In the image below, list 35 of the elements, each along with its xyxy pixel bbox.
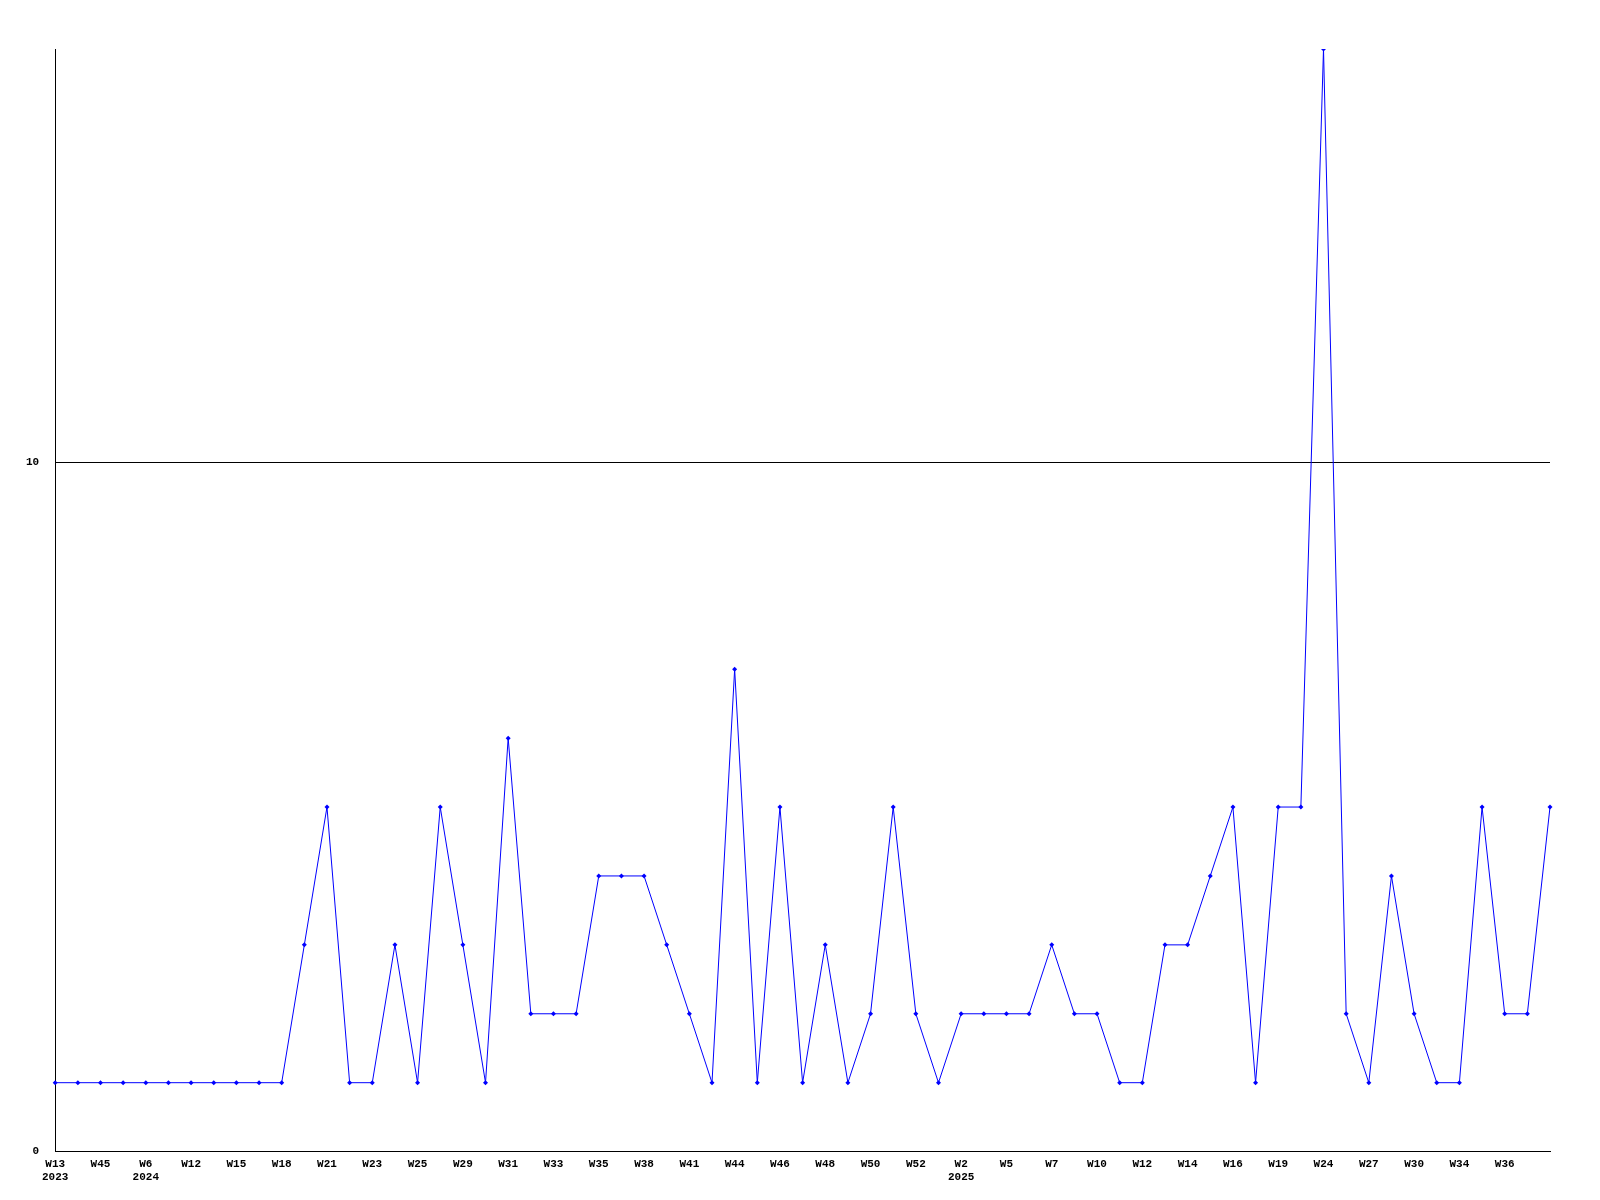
x-tick-label: W19 (1268, 1157, 1289, 1170)
x-tick-label: W52 (905, 1157, 926, 1170)
x-tick-label: W16 (1223, 1157, 1243, 1170)
x-tick-label: W38 (634, 1157, 655, 1170)
x-tick-label: W23 (362, 1157, 383, 1170)
x-tick-label: W44 (724, 1157, 745, 1170)
y-tick-label: 0 (32, 1145, 40, 1158)
x-tick-label: W36 (1494, 1157, 1515, 1170)
x-tick-label: W10 (1087, 1157, 1107, 1170)
x-tick-label: W6 2024 (132, 1157, 160, 1184)
x-tick-label: W34 (1449, 1157, 1470, 1170)
x-tick-label: W13 2023 (42, 1157, 69, 1184)
x-tick-label: W25 (407, 1157, 428, 1170)
x-tick-label: W18 (271, 1157, 292, 1170)
x-tick-label: W15 (226, 1157, 247, 1170)
x-tick-label: W41 (679, 1157, 700, 1170)
x-tick-label: W29 (452, 1157, 473, 1170)
x-tick-label: W35 (588, 1157, 610, 1170)
x-tick-label: W33 (543, 1157, 564, 1170)
x-tick-label: W27 (1358, 1157, 1379, 1170)
x-tick-label: W45 (90, 1157, 111, 1170)
x-tick-label: W24 (1313, 1157, 1334, 1170)
x-tick-label: W21 (317, 1157, 338, 1170)
x-tick-label: W2 2025 (947, 1157, 975, 1184)
x-tick-label: W5 (999, 1157, 1014, 1170)
x-tick-label: W7 (1045, 1157, 1059, 1170)
x-tick-label: W12 (1132, 1157, 1153, 1170)
y-tick-label: 10 (26, 456, 40, 469)
x-tick-label: W14 (1177, 1157, 1198, 1170)
x-tick-label: W12 (181, 1157, 201, 1170)
x-tick-label: W30 (1404, 1157, 1425, 1170)
x-tick-label: W50 (860, 1157, 881, 1170)
x-tick-label: W48 (815, 1157, 836, 1170)
x-tick-label: W31 (498, 1157, 519, 1170)
x-tick-label: W46 (770, 1157, 790, 1170)
